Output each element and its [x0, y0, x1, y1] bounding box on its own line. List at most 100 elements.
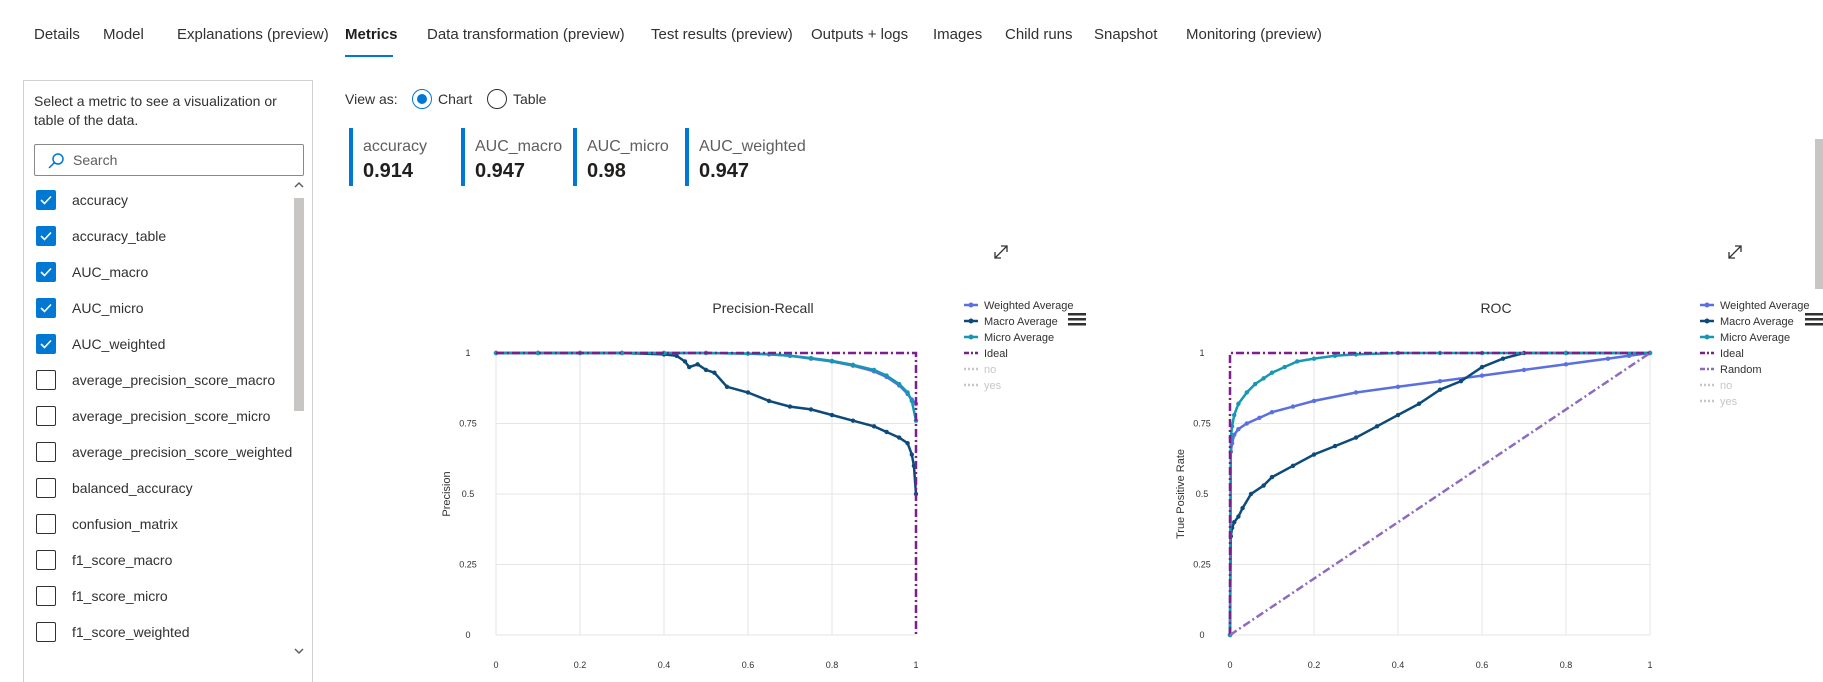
data-point: [1244, 421, 1249, 426]
metric-checkbox[interactable]: [36, 298, 56, 318]
metric-label: AUC_micro: [72, 300, 144, 316]
chart-title: ROC: [1480, 300, 1511, 316]
metric-list-item[interactable]: f1_score_macro: [36, 548, 291, 572]
metric-list-scrollbar[interactable]: [292, 176, 306, 682]
expand-icon[interactable]: [1726, 243, 1744, 261]
view-table-radio[interactable]: Table: [487, 88, 557, 112]
metric-checkbox[interactable]: [36, 442, 56, 462]
data-point: [1332, 353, 1338, 359]
metric-name: accuracy: [363, 138, 428, 155]
metric-list-item[interactable]: confusion_matrix: [36, 512, 291, 536]
precision-recall-chart: Precision-Recall 0 0.25 0.5 0.75 1 0 0.2 0.4 0.6 0…: [441, 300, 1086, 670]
metric-checkbox[interactable]: [36, 550, 56, 570]
legend-item[interactable]: no: [1700, 380, 1732, 392]
chevron-up-icon[interactable]: [294, 180, 304, 190]
metric-list-item[interactable]: f1_score_weighted: [36, 620, 291, 644]
x-tick-label: 0: [493, 660, 498, 670]
metric-checkbox[interactable]: [36, 226, 56, 246]
page-scrollbar-thumb[interactable]: [1815, 139, 1823, 289]
tab-details[interactable]: Details: [34, 26, 80, 43]
search-input[interactable]: [71, 149, 296, 171]
legend-marker: [968, 334, 974, 340]
data-point: [1416, 401, 1422, 406]
metric-checkbox[interactable]: [36, 190, 56, 210]
tab-images[interactable]: Images: [933, 26, 983, 43]
data-point: [682, 359, 688, 364]
page-scrollbar[interactable]: [1813, 125, 1823, 682]
scrollbar-thumb[interactable]: [294, 198, 304, 411]
radio-button[interactable]: [487, 89, 507, 109]
metric-list-item[interactable]: f1_score_micro: [36, 584, 291, 608]
tab-test-results[interactable]: Test results (preview): [651, 26, 793, 43]
data-point: [687, 364, 692, 370]
metric-checkbox[interactable]: [36, 622, 56, 642]
tab-snapshot[interactable]: Snapshot: [1094, 26, 1158, 43]
y-tick-label: 0.75: [459, 419, 477, 429]
data-point: [1500, 356, 1506, 361]
view-as-label: View as:: [345, 91, 398, 107]
tab-child-runs[interactable]: Child runs: [1005, 26, 1073, 43]
metric-search-box[interactable]: [34, 144, 304, 176]
legend-item[interactable]: yes: [964, 380, 1002, 392]
y-tick-label: 1: [1199, 348, 1204, 358]
legend-label: Macro Average: [984, 316, 1058, 328]
data-point: [1236, 514, 1241, 519]
legend-item[interactable]: Ideal: [1700, 348, 1744, 360]
metric-checkbox[interactable]: [36, 586, 56, 606]
legend-marker: [968, 302, 974, 308]
tab-outputs-logs[interactable]: Outputs + logs: [811, 26, 909, 43]
metric-list-item[interactable]: accuracy_table: [36, 224, 291, 248]
expand-icon[interactable]: [992, 243, 1010, 261]
data-point: [712, 370, 717, 375]
metric-tile-auc-macro: AUC_macro 0.947: [461, 128, 562, 186]
legend-label: Micro Average: [1720, 332, 1790, 344]
metric-list-item[interactable]: average_precision_score_macro: [36, 368, 291, 392]
data-point: [1437, 379, 1443, 384]
metric-checkbox[interactable]: [36, 406, 56, 426]
legend-item[interactable]: Random: [1700, 364, 1762, 376]
x-tick-label: 1: [1647, 660, 1652, 670]
metric-label: f1_score_micro: [72, 588, 168, 604]
metric-list-item[interactable]: average_precision_score_micro: [36, 404, 291, 428]
metric-list-item[interactable]: AUC_macro: [36, 260, 291, 284]
x-tick-label: 0.6: [742, 660, 755, 670]
legend-item[interactable]: Weighted Average: [964, 300, 1074, 312]
legend-item[interactable]: Ideal: [964, 348, 1008, 360]
legend-item[interactable]: Micro Average: [1700, 332, 1790, 344]
metric-checkbox[interactable]: [36, 334, 56, 354]
metric-label: average_precision_score_macro: [72, 372, 276, 388]
metric-checkbox[interactable]: [36, 370, 56, 390]
hamburger-menu-icon[interactable]: [1805, 313, 1823, 326]
tab-data-transformation[interactable]: Data transformation (preview): [427, 26, 625, 43]
radio-label: Table: [513, 91, 547, 107]
metric-list-item[interactable]: AUC_micro: [36, 296, 291, 320]
y-tick-label: 0: [1199, 630, 1204, 640]
tab-metrics[interactable]: Metrics: [345, 26, 398, 43]
radio-button[interactable]: [412, 89, 432, 109]
legend-label: yes: [1720, 396, 1738, 408]
metric-list-item[interactable]: average_precision_score_weighted: [36, 440, 292, 464]
checkmark-icon: [40, 231, 52, 241]
legend-item[interactable]: yes: [1700, 396, 1738, 408]
tab-model[interactable]: Model: [103, 26, 144, 43]
metric-checkbox[interactable]: [36, 262, 56, 282]
tab-explanations[interactable]: Explanations (preview): [177, 26, 329, 43]
legend-item[interactable]: Macro Average: [964, 316, 1058, 328]
metric-list-item[interactable]: balanced_accuracy: [36, 476, 291, 500]
x-tick-label: 0.8: [1560, 660, 1573, 670]
legend-item[interactable]: Weighted Average: [1700, 300, 1810, 312]
tab-monitoring[interactable]: Monitoring (preview): [1186, 26, 1322, 43]
metric-checkbox[interactable]: [36, 478, 56, 498]
legend-item[interactable]: no: [964, 364, 996, 376]
metric-label: f1_score_macro: [72, 552, 173, 568]
metric-checkbox[interactable]: [36, 514, 56, 534]
metric-list-item[interactable]: AUC_weighted: [36, 332, 291, 356]
legend-label: no: [984, 364, 996, 376]
metric-list-item[interactable]: accuracy: [36, 188, 291, 212]
legend-item[interactable]: Micro Average: [964, 332, 1054, 344]
hamburger-menu-icon[interactable]: [1068, 313, 1086, 326]
data-point: [1295, 359, 1300, 364]
legend-item[interactable]: Macro Average: [1700, 316, 1794, 328]
view-chart-radio[interactable]: Chart: [412, 88, 482, 112]
chevron-down-icon[interactable]: [294, 646, 304, 656]
